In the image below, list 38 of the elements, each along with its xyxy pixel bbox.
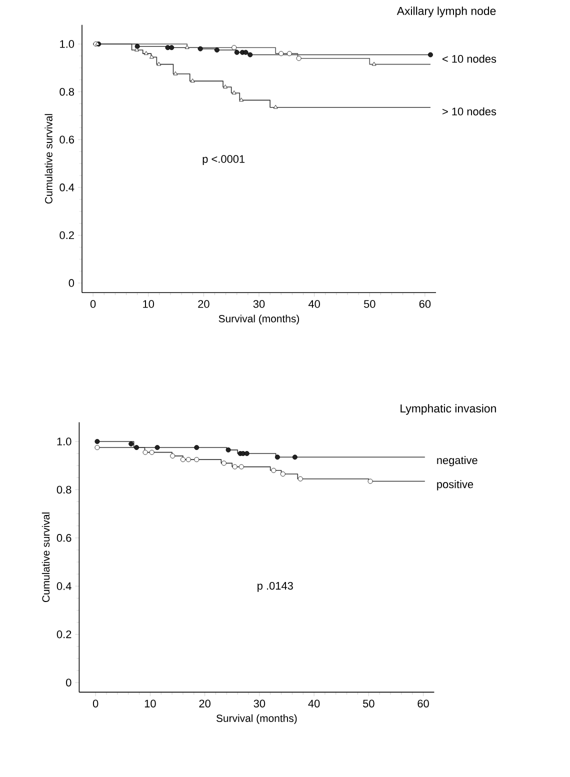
chart-title: Axillary lymph node [396, 6, 496, 18]
y-axis-title: Cumulative survival [42, 512, 50, 602]
y-tick-label: 0.4 [56, 582, 72, 590]
y-tick-label: 0.8 [60, 88, 74, 96]
y-axis-title: Cumulative survival [44, 114, 52, 204]
x-tick-label: 60 [418, 700, 429, 708]
x-tick-label: 50 [364, 300, 376, 308]
x-tick-label: 40 [308, 700, 320, 708]
x-axis-title: Survival (months) [216, 714, 297, 724]
x-tick-label: 40 [308, 300, 320, 308]
y-tick-label: 0.2 [56, 630, 72, 638]
chart-title: Lymphatic invasion [400, 404, 496, 415]
x-tick-label: 20 [199, 700, 210, 708]
series-label: > 10 nodes [442, 107, 496, 116]
y-tick-label: 1.0 [57, 438, 72, 446]
x-tick-label: 0 [90, 300, 96, 308]
y-tick-label: 0.8 [56, 486, 72, 494]
y-tick-label: 0 [68, 279, 74, 287]
x-tick-label: 30 [253, 300, 265, 308]
x-axis-title: Survival (months) [218, 314, 300, 324]
y-tick-label: 0.6 [56, 534, 72, 542]
x-tick-label: 30 [254, 700, 266, 708]
y-tick-label: 0.2 [60, 231, 74, 240]
y-tick-label: 0 [66, 678, 72, 686]
x-tick-label: 10 [144, 700, 156, 708]
series-label: positive [437, 480, 474, 490]
annotation: p .0143 [258, 582, 293, 592]
series-label: negative [437, 456, 478, 466]
x-tick-label: 60 [419, 300, 431, 308]
x-tick-label: 20 [198, 300, 210, 308]
x-tick-label: 0 [92, 700, 98, 708]
x-tick-label: 10 [143, 300, 154, 308]
annotation: p <.0001 [202, 155, 245, 166]
y-tick-label: 1.0 [60, 40, 74, 48]
y-tick-label: 0.6 [60, 136, 74, 144]
series-label: < 10 nodes [442, 54, 496, 63]
x-tick-label: 50 [363, 700, 374, 708]
y-tick-label: 0.4 [60, 184, 74, 192]
